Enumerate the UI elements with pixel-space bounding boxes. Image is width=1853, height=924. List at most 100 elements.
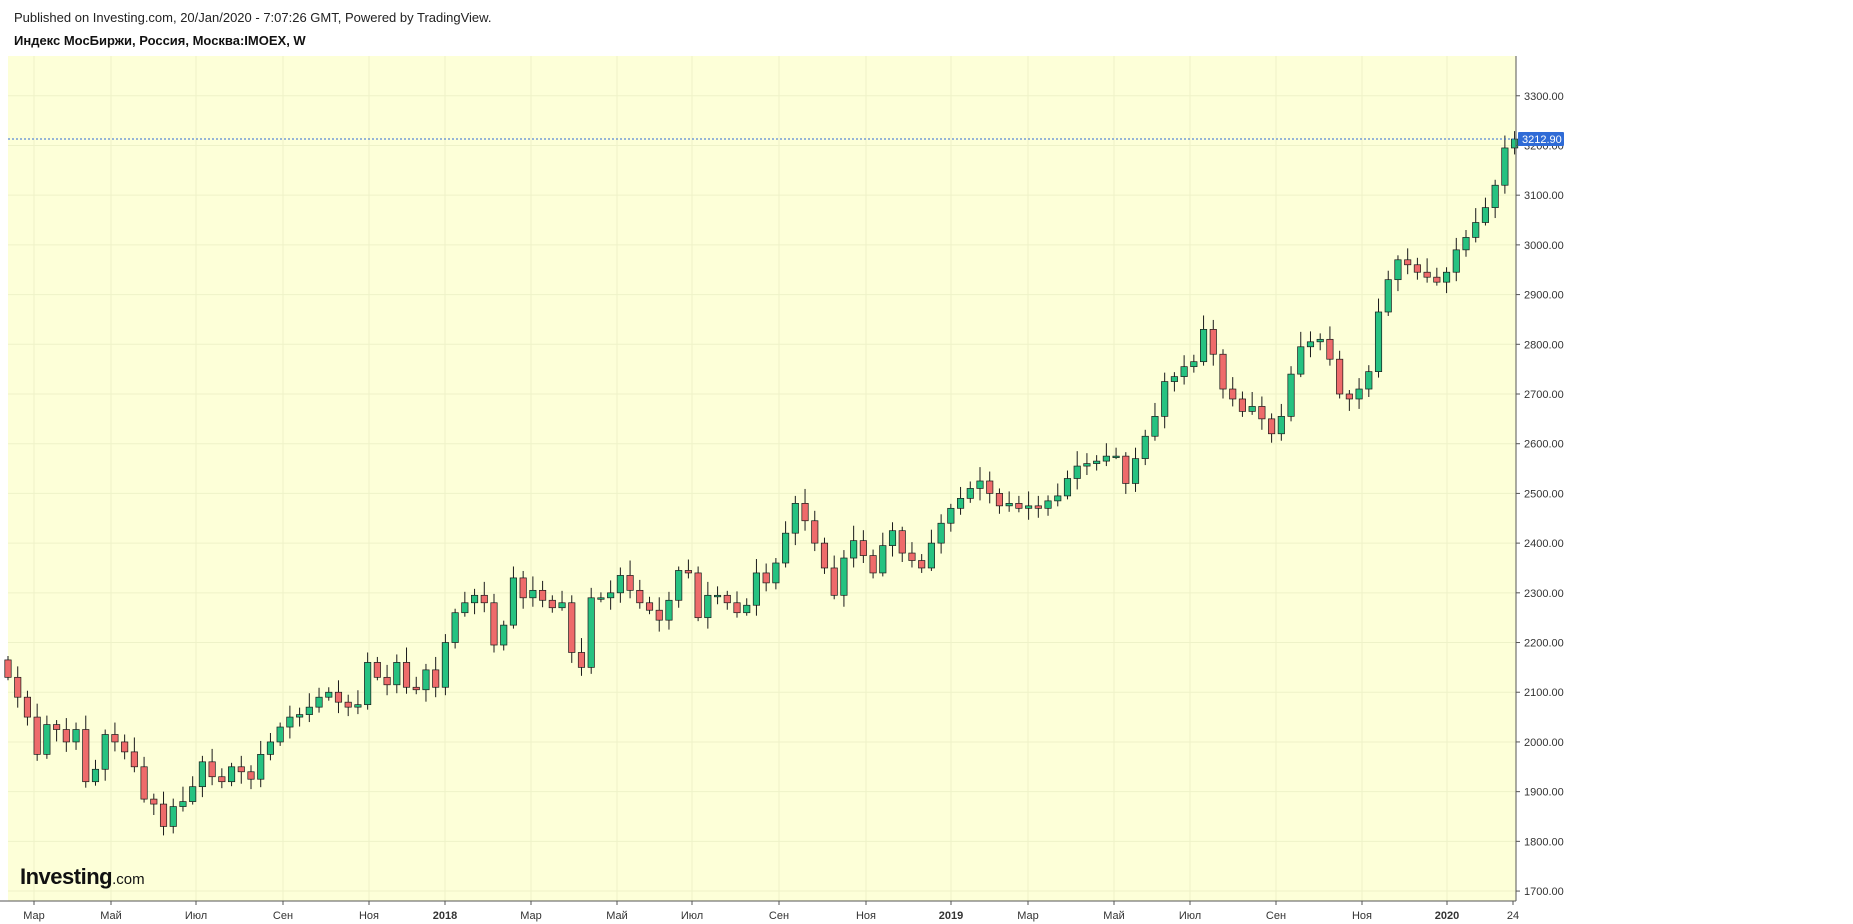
candle-body	[509, 577, 517, 626]
candle	[1443, 267, 1451, 294]
candle	[1190, 354, 1198, 373]
candle	[811, 510, 819, 552]
candle-body	[733, 602, 741, 614]
candle-body	[986, 480, 994, 494]
candle-body	[247, 771, 255, 780]
candle-body	[1297, 346, 1305, 375]
candle	[159, 791, 168, 836]
published-line: Published on Investing.com, 20/Jan/2020 …	[14, 10, 492, 25]
candle	[23, 690, 31, 726]
candle	[1044, 495, 1052, 516]
candle-body	[72, 729, 80, 743]
candle	[334, 680, 343, 714]
candle	[179, 786, 187, 812]
symbol-title: Индекс МосБиржи, Россия, Москва:IMOEX, W	[14, 33, 306, 48]
candle	[986, 471, 994, 504]
y-tick-label: 3000.00	[1524, 240, 1564, 252]
candle-body	[1462, 237, 1470, 251]
candle	[441, 634, 449, 696]
candle-body	[908, 552, 916, 561]
candle-body	[43, 724, 51, 755]
candlestick-chart[interactable]: 1700.00 1800.00 1900.00 2000.00 2100.00 2200.…	[0, 56, 1853, 924]
candle-body	[4, 659, 12, 678]
candle-body	[898, 530, 906, 554]
candle-body	[383, 676, 391, 686]
candle-body	[1112, 455, 1120, 458]
candle	[1277, 403, 1285, 441]
candle-body	[558, 602, 566, 609]
candle-body	[665, 599, 673, 621]
last-price-badge: 3212.90	[1518, 132, 1564, 147]
x-axis[interactable]: Мар Май Июл Сен Ноя 2018 Мар Май Июл Сен Ноя 2019 Ма…	[23, 901, 1519, 922]
candle	[1268, 413, 1276, 443]
candle	[480, 581, 488, 613]
candle	[1316, 333, 1324, 351]
candle	[1365, 365, 1373, 397]
candle	[966, 481, 974, 503]
x-tick-label: 2018	[433, 910, 457, 922]
candle	[655, 597, 663, 632]
candle	[1102, 443, 1110, 467]
candle-body	[655, 609, 663, 621]
last-price-badge-bg	[1518, 132, 1564, 147]
candle-body	[1122, 455, 1130, 484]
candle-body	[801, 503, 809, 522]
candle-body	[150, 798, 158, 805]
candle-body	[364, 662, 372, 706]
candle-body	[1336, 358, 1344, 395]
candle	[1141, 429, 1149, 466]
last-price-label: 3212.90	[1522, 134, 1562, 146]
candle	[568, 595, 576, 663]
candle-body	[1404, 259, 1412, 266]
candle-body	[325, 691, 333, 698]
candle-body	[451, 612, 459, 643]
candle-body	[208, 761, 216, 778]
candle-body	[159, 803, 168, 827]
candle	[626, 560, 634, 599]
candle-body	[1102, 455, 1110, 462]
candle-body	[811, 520, 819, 544]
candle-body	[587, 597, 595, 668]
x-tick-label: Сен	[1266, 910, 1286, 922]
candle-body	[344, 701, 352, 708]
candle-body	[500, 624, 508, 646]
candle-body	[315, 696, 323, 708]
candle	[1093, 455, 1101, 471]
x-tick-label: Сен	[769, 910, 789, 922]
candle-body	[548, 599, 556, 609]
candle	[4, 655, 12, 681]
candle-body	[684, 570, 692, 574]
candle-body	[1481, 207, 1489, 223]
candle-body	[1083, 463, 1091, 467]
candle-body	[393, 662, 401, 686]
candle	[72, 722, 80, 750]
candle-body	[1054, 495, 1062, 502]
candle	[539, 580, 547, 608]
candle-body	[1190, 361, 1198, 368]
candle	[140, 756, 148, 803]
candle	[714, 586, 722, 605]
candle	[548, 595, 556, 613]
grid	[8, 56, 1516, 901]
y-tick-label: 2400.00	[1524, 538, 1564, 550]
candle	[684, 559, 692, 579]
candle	[723, 590, 731, 610]
candle	[1511, 131, 1519, 155]
candle-body	[14, 676, 22, 698]
candle	[1306, 331, 1315, 358]
candle	[1122, 452, 1130, 494]
candle	[820, 537, 829, 574]
candle-body	[1355, 388, 1363, 400]
y-tick-label: 2600.00	[1524, 439, 1564, 451]
candle-body	[752, 572, 760, 606]
candle-body	[1005, 503, 1013, 507]
candle	[315, 687, 323, 713]
candle	[257, 740, 265, 788]
candle	[1112, 447, 1120, 460]
candle	[888, 522, 897, 557]
y-axis[interactable]: 1700.00 1800.00 1900.00 2000.00 2100.00 2200.…	[1516, 91, 1564, 898]
candle	[927, 529, 935, 571]
candle	[675, 566, 683, 608]
candle	[1180, 355, 1188, 385]
x-tick-label: 2020	[1435, 910, 1459, 922]
